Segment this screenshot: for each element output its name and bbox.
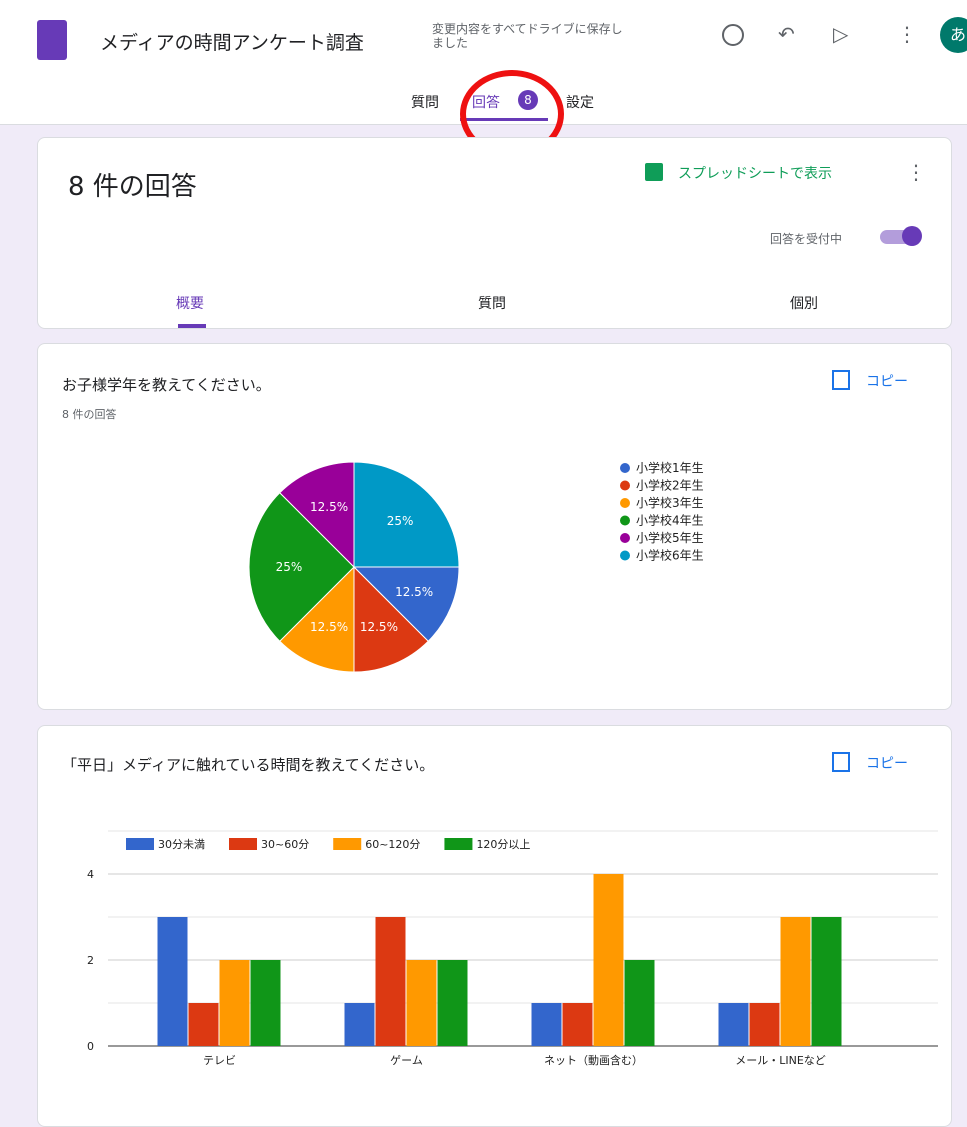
forms-icon[interactable] [37, 20, 67, 60]
bar [624, 960, 655, 1046]
bar [344, 1003, 375, 1046]
bar [250, 960, 281, 1046]
copy-icon[interactable] [832, 370, 850, 390]
bar [157, 917, 188, 1046]
copy-button[interactable]: コピー [866, 374, 908, 390]
x-tick-label: ゲーム [390, 1054, 423, 1067]
more-icon[interactable]: ⋮ [906, 160, 926, 184]
toggle-knob [902, 226, 922, 246]
save-note: 変更内容をすべてドライブに保存しました [432, 22, 623, 50]
bar [562, 1003, 593, 1046]
legend-swatch [620, 533, 630, 543]
y-tick-label: 0 [87, 1040, 94, 1053]
send-icon[interactable]: ▷ [833, 22, 849, 46]
legend-swatch [620, 498, 630, 508]
legend-label: 30分未満 [158, 838, 205, 851]
legend-label: 30~60分 [261, 838, 309, 851]
form-title[interactable]: メディアの時間アンケート調査 [100, 32, 364, 54]
bar [780, 917, 811, 1046]
sheet-link[interactable]: スプレッドシートで表示 [678, 166, 832, 182]
slice-label: 12.5% [310, 620, 348, 634]
sheet-icon[interactable] [645, 163, 663, 181]
pie-slice [352, 566, 460, 642]
summary-title: 8 件の回答 [68, 172, 197, 202]
legend-label: 120分以上 [476, 838, 530, 851]
pie-slice [279, 461, 355, 569]
legend-label: 60~120分 [365, 838, 420, 851]
subtab-indicator [178, 324, 206, 328]
bar [531, 1003, 562, 1046]
accepting-label: 回答を受付中 [770, 232, 843, 246]
question-title: 「平日」メディアに触れている時間を教えてください。 [62, 756, 435, 774]
legend-label: 小学校6年生 [636, 548, 704, 563]
bar-chart: 0 2 4 テレビ ゲーム ネット（動画含む） メール・LINEなど 30分未満 30~60分 6… [87, 830, 938, 1067]
subtab[interactable]: 質問 [478, 296, 506, 312]
pie-chart: 12.5% 12.5% 12.5% 25% 12.5% 25% 小学校1年生小学校2年生小学… [248, 460, 704, 673]
avatar[interactable]: あ [940, 17, 967, 53]
subtab[interactable]: 概要 [176, 296, 204, 312]
bar [406, 960, 437, 1046]
y-tick-label: 4 [87, 868, 94, 881]
question-title: お子様学年を教えてください。 [62, 376, 271, 394]
response-count: 8 件の回答 [62, 408, 117, 421]
slice-label: 12.5% [395, 585, 433, 599]
legend-label: 小学校2年生 [636, 478, 704, 493]
legend-swatch [620, 480, 630, 491]
legend-swatch [333, 838, 362, 850]
legend-swatch [620, 550, 630, 561]
x-tick-label: ネット（動画含む） [544, 1053, 643, 1067]
x-tick-label: メール・LINEなど [735, 1054, 826, 1067]
pie-slice [279, 565, 355, 673]
palette-icon[interactable] [722, 24, 744, 46]
subtab[interactable]: 個別 [790, 296, 818, 312]
bar [811, 917, 842, 1046]
legend-swatch [620, 515, 630, 526]
pie-slice [248, 492, 355, 642]
bar [718, 1003, 749, 1046]
slice-label: 12.5% [360, 620, 398, 634]
legend-swatch [620, 463, 630, 473]
bar [188, 1003, 219, 1046]
slice-label: 25% [387, 514, 414, 528]
header: メディアの時間アンケート調査 変更内容をすべてドライブに保存しました ↶ ▷ ⋮… [0, 0, 967, 158]
bar [749, 1003, 780, 1046]
legend-label: 小学校5年生 [636, 530, 704, 545]
bar [437, 960, 468, 1046]
more-icon[interactable]: ⋮ [897, 22, 917, 46]
pie-slice [353, 461, 460, 568]
tab[interactable]: 設定 [566, 95, 594, 111]
tab[interactable]: 質問 [411, 95, 439, 111]
copy-icon[interactable] [832, 752, 850, 772]
undo-icon[interactable]: ↶ [778, 22, 795, 46]
legend-swatch [126, 838, 154, 850]
y-tick-label: 2 [87, 954, 94, 967]
bar [219, 960, 250, 1046]
legend-label: 小学校3年生 [636, 495, 704, 510]
legend-swatch [229, 838, 257, 850]
x-tick-label: テレビ [203, 1054, 236, 1067]
pie-slice [353, 565, 429, 673]
legend-label: 小学校1年生 [636, 460, 704, 475]
summary-card: 8 件の回答 スプレッドシートで表示 ⋮ 回答を受付中 概要 質問 個別 [37, 137, 952, 329]
slice-label: 25% [276, 560, 303, 574]
bar [375, 917, 406, 1046]
bar [593, 874, 624, 1046]
bar-card: 「平日」メディアに触れている時間を教えてください。 コピー 0 2 4 テレビ ゲーム ネ… [37, 725, 952, 1127]
legend-swatch [444, 838, 473, 850]
pie-card: お子様学年を教えてください。 8 件の回答 コピー 12.5% 12.5% 12.5… [37, 343, 952, 710]
copy-button[interactable]: コピー [866, 756, 908, 772]
legend-label: 小学校4年生 [636, 513, 704, 528]
slice-label: 12.5% [310, 500, 348, 514]
